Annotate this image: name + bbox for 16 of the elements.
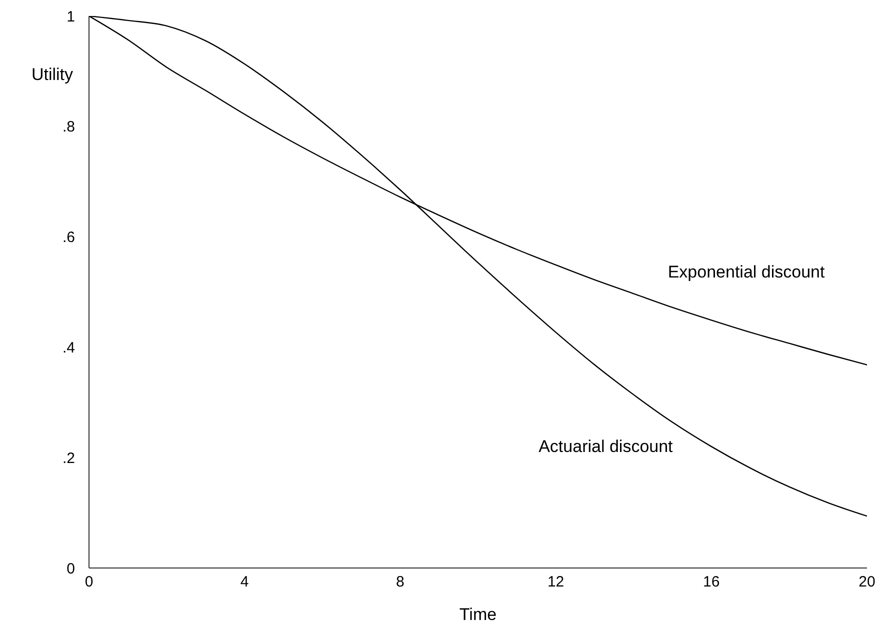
y-tick-label: .6 [62,229,75,246]
x-axis-title: Time [459,605,497,624]
series-label: Actuarial discount [538,436,674,456]
x-tick-label: 8 [396,574,404,591]
y-tick-label: 1 [66,8,75,26]
y-tick-label: .8 [62,118,75,136]
y-tick-label: .2 [62,450,75,467]
x-tick-label: 0 [84,574,94,591]
y-axis-title: Utility [31,65,74,84]
y-tick-label: 0 [66,560,75,578]
x-tick-label: 16 [703,574,720,591]
y-tick-label: .4 [62,340,75,357]
x-tick-label: 12 [547,574,564,591]
x-tick-label: 4 [240,574,249,591]
x-tick-label: 20 [858,574,876,591]
series-label: Exponential discount [668,262,826,282]
